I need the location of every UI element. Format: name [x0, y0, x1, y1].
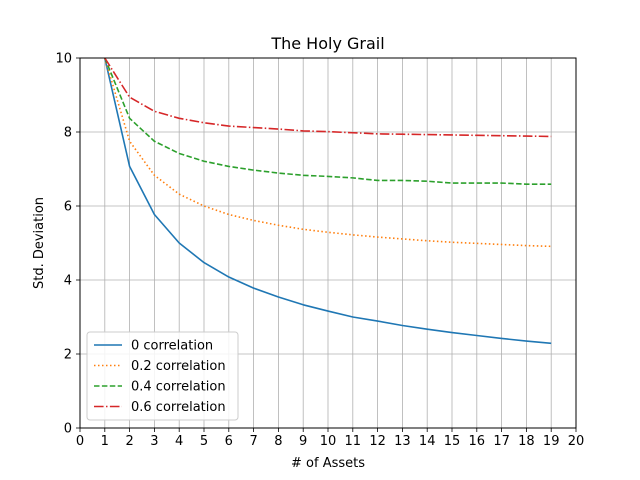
x-tick-label: 3: [150, 434, 158, 449]
x-tick-label: 0: [76, 434, 84, 449]
series-line: [104, 57, 552, 345]
x-tick-label: 6: [225, 434, 233, 449]
x-tick-label: 16: [469, 434, 486, 449]
x-axis-label: # of Assets: [291, 456, 365, 471]
x-tick-label: 10: [320, 434, 337, 449]
x-tick-label: 13: [394, 434, 411, 449]
x-tick-label: 18: [518, 434, 535, 449]
x-tick-label: 9: [299, 434, 307, 449]
legend-label: 0 correlation: [131, 339, 213, 354]
series-layer: [104, 57, 552, 345]
x-tick-label: 17: [493, 434, 510, 449]
x-tick-label: 8: [274, 434, 282, 449]
x-tick-label: 4: [175, 434, 183, 449]
legend-box: [86, 331, 239, 421]
x-tick-label: 1: [101, 434, 109, 449]
series-line: [104, 57, 552, 248]
y-tick-label: 4: [64, 274, 72, 289]
x-tick-label: 7: [249, 434, 257, 449]
legend-items: 0 correlation 0.2 correlation 0.4 correlat…: [94, 339, 226, 415]
y-tick-label: 0: [64, 422, 72, 437]
x-tick-label: 15: [444, 434, 461, 449]
x-tick-label: 20: [568, 434, 585, 449]
series-line: [104, 57, 552, 138]
legend-label: 0.2 correlation: [131, 359, 226, 374]
y-tick-label: 6: [64, 200, 72, 215]
chart-title: The Holy Grail: [270, 34, 384, 53]
y-tick-label: 2: [64, 348, 72, 363]
x-tick-label: 2: [125, 434, 133, 449]
series-line: [104, 57, 552, 185]
x-axis-ticks: 0 1 2 3 4 5 6 7 8 9 10 11 12 13 14 15 16 17 18 19 20: [76, 428, 584, 449]
x-tick-label: 19: [543, 434, 560, 449]
y-tick-label: 10: [55, 52, 72, 67]
legend-label: 0.4 correlation: [131, 380, 226, 395]
legend: 0 correlation 0.2 correlation 0.4 correlat…: [86, 331, 239, 421]
legend-label: 0.6 correlation: [131, 400, 226, 415]
x-tick-label: 11: [345, 434, 362, 449]
x-tick-label: 14: [419, 434, 436, 449]
x-tick-label: 12: [369, 434, 386, 449]
y-axis-ticks: 0 2 4 6 8 10: [55, 52, 80, 437]
y-tick-label: 8: [64, 126, 72, 141]
x-tick-label: 5: [200, 434, 208, 449]
y-axis-label: Std. Deviation: [32, 197, 47, 289]
